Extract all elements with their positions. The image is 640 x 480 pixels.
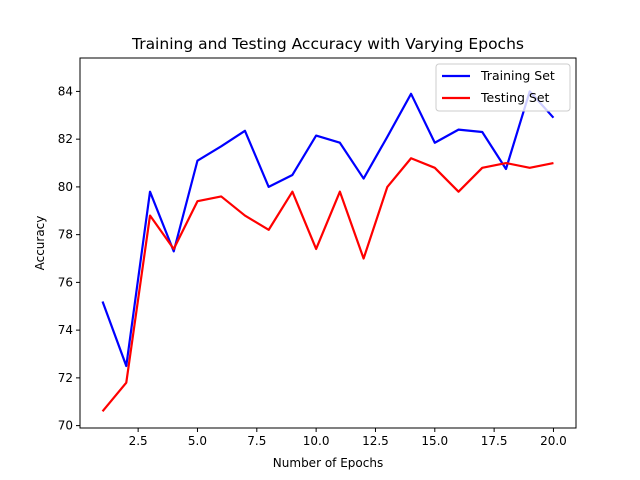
x-axis-ticks: 2.5 5.0 7.5 10.0 12.5 15.0 17.5 20.0 [129, 428, 567, 448]
y-axis-ticks: 70 72 74 76 78 80 82 84 [58, 84, 80, 433]
x-tick-label: 17.5 [481, 434, 508, 448]
y-tick-label: 84 [58, 84, 73, 98]
y-tick-label: 76 [58, 275, 73, 289]
x-tick-label: 7.5 [247, 434, 266, 448]
x-tick-label: 15.0 [421, 434, 448, 448]
y-tick-label: 82 [58, 132, 73, 146]
legend-label-training-set: Training Set [480, 68, 555, 83]
y-tick-label: 72 [58, 371, 73, 385]
legend-label-testing-set: Testing Set [480, 90, 550, 105]
x-tick-label: 5.0 [188, 434, 207, 448]
x-tick-label: 10.0 [303, 434, 330, 448]
y-tick-label: 70 [58, 419, 73, 433]
series-line-testing-set [101, 157, 554, 412]
x-tick-label: 20.0 [540, 434, 567, 448]
x-tick-label: 12.5 [362, 434, 389, 448]
y-axis-label: Accuracy [33, 216, 47, 271]
x-axis-label: Number of Epochs [273, 456, 383, 470]
y-tick-label: 74 [58, 323, 73, 337]
series-layer [101, 90, 555, 412]
x-tick-label: 2.5 [129, 434, 148, 448]
series-line-training-set [101, 90, 555, 368]
plot-area [79, 57, 577, 429]
legend: Training Set Testing Set [435, 63, 571, 112]
chart-title: Training and Testing Accuracy with Varyi… [131, 35, 524, 53]
y-tick-label: 78 [58, 228, 73, 242]
y-tick-label: 80 [58, 180, 73, 194]
